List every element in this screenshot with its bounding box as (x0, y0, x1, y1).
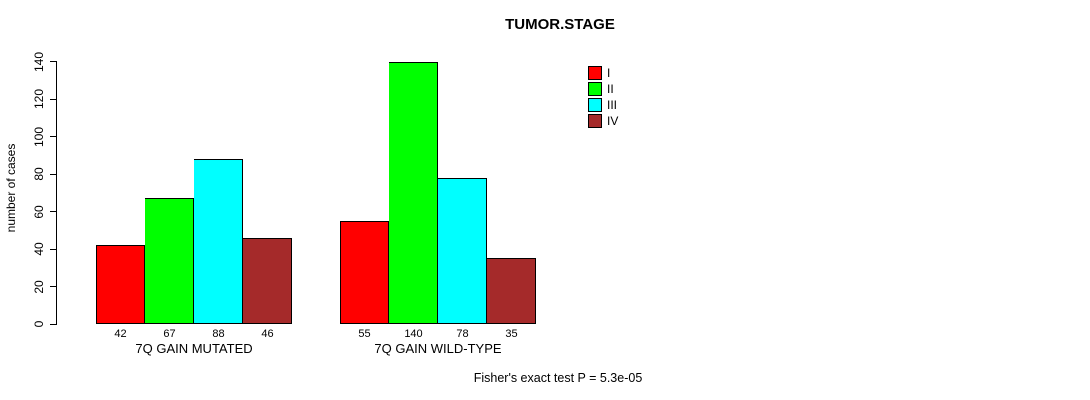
y-tick-label: 20 (32, 279, 46, 294)
y-tick-label: 100 (32, 126, 46, 147)
legend-item-iv: IV (588, 114, 618, 128)
bar-stage-iv-group2 (487, 258, 536, 324)
y-tick-mark (50, 211, 57, 212)
y-tick-mark (50, 98, 57, 100)
y-tick-mark (50, 286, 57, 287)
bar-stage-iii-group2 (438, 177, 487, 324)
legend-swatch-icon (588, 98, 602, 112)
bar-value-label: 67 (163, 328, 176, 340)
legend-label: III (607, 98, 618, 112)
y-axis-line (56, 61, 57, 324)
category-label-group2: 7Q GAIN WILD-TYPE (374, 341, 502, 356)
y-tick-label: 40 (32, 242, 46, 256)
bar-value-label: 42 (114, 328, 127, 340)
y-tick-mark (50, 248, 57, 250)
fisher-test-annotation: Fisher's exact test P = 5.3e-05 (473, 371, 643, 385)
bar-value-label: 46 (261, 328, 274, 340)
legend-swatch-icon (588, 114, 602, 128)
category-label-group1: 7Q GAIN MUTATED (135, 341, 253, 356)
y-tick-mark (50, 173, 57, 175)
legend-label: I (607, 66, 611, 80)
bar-stage-iv-group1 (243, 237, 292, 324)
legend-label: II (607, 82, 614, 96)
bar-stage-ii-group2 (389, 61, 438, 324)
legend-item-ii: II (588, 82, 618, 96)
bar-value-label: 35 (505, 328, 518, 340)
y-tick-mark (50, 136, 57, 137)
y-tick-mark (50, 323, 57, 325)
bar-stage-ii-group1 (145, 198, 194, 324)
legend: I II III IV (588, 66, 618, 130)
bar-value-label: 55 (358, 328, 371, 340)
legend-swatch-icon (588, 82, 602, 96)
chart-title: TUMOR.STAGE (505, 16, 615, 33)
legend-label: IV (607, 114, 619, 128)
legend-item-iii: III (588, 98, 618, 112)
bar-stage-i-group2 (340, 220, 389, 324)
bar-value-label: 140 (404, 328, 423, 340)
y-tick-label: 0 (32, 320, 46, 328)
bar-value-label: 88 (212, 328, 225, 340)
y-tick-mark (50, 61, 57, 62)
y-axis-label: number of cases (4, 143, 18, 233)
y-tick-label: 120 (32, 88, 46, 110)
legend-item-i: I (588, 66, 618, 80)
bar-stage-iii-group1 (194, 159, 243, 324)
y-tick-label: 140 (32, 51, 46, 72)
bar-value-label: 78 (456, 328, 469, 340)
bar-stage-i-group1 (96, 245, 145, 324)
y-tick-label: 60 (32, 204, 46, 219)
y-tick-label: 80 (32, 167, 46, 181)
legend-swatch-icon (588, 66, 602, 80)
